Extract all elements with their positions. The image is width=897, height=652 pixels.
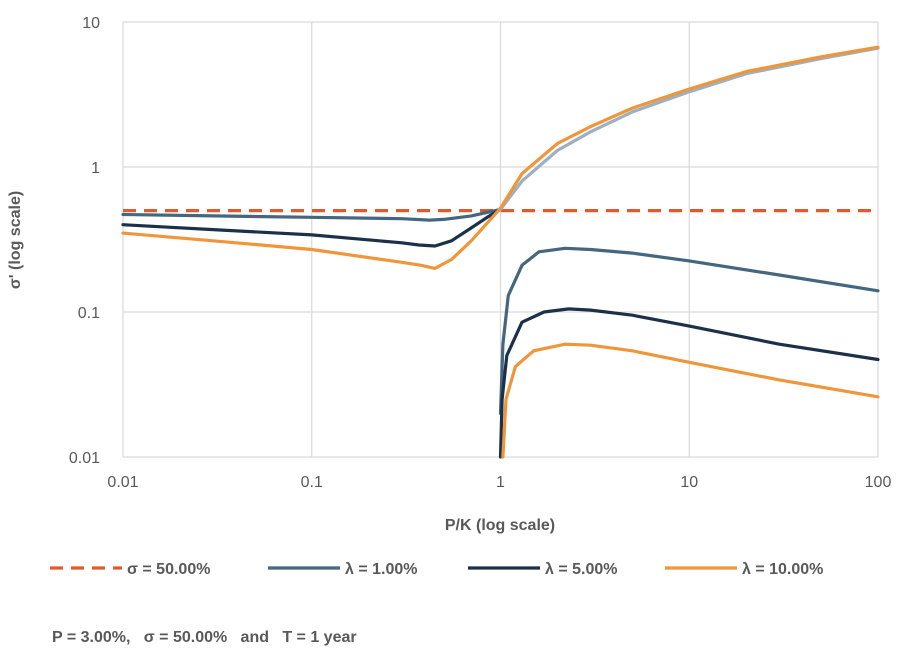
- y-tick-label: 1: [91, 160, 100, 177]
- x-tick-label: 10: [680, 474, 698, 491]
- y-tick-label: 10: [82, 15, 100, 32]
- x-axis-title: P/K (log scale): [445, 517, 555, 534]
- y-axis-title: σ' (log scale): [7, 191, 24, 289]
- legend-label: σ = 50.00%: [127, 561, 210, 578]
- tick-labels: 0.01 0.1 1 10 100 0.01 0.1 1 10: [69, 15, 892, 491]
- series-line: [121, 206, 503, 270]
- series-line: [501, 342, 880, 459]
- legend-label: λ = 1.00%: [345, 561, 418, 578]
- y-tick-label: 0.1: [78, 305, 100, 322]
- x-tick-label: 0.01: [107, 474, 138, 491]
- series-line: [498, 46, 880, 211]
- chart-footnote: P = 3.00%, σ = 50.00% and T = 1 year: [52, 629, 357, 646]
- legend-label: λ = 10.00%: [742, 561, 823, 578]
- y-tick-label: 0.01: [69, 450, 100, 467]
- x-tick-label: 0.1: [301, 474, 323, 491]
- series-line: [498, 45, 880, 210]
- series-line: [498, 307, 880, 459]
- x-tick-label: 100: [865, 474, 892, 491]
- legend-label: λ = 5.00%: [545, 561, 618, 578]
- series-line: [498, 246, 880, 415]
- x-tick-label: 1: [496, 474, 505, 491]
- legend: σ = 50.00% λ = 1.00% λ = 5.00% λ = 10.00%: [50, 561, 823, 578]
- series-line: [121, 207, 503, 248]
- series-lines: [121, 45, 880, 459]
- series-line: [121, 207, 503, 222]
